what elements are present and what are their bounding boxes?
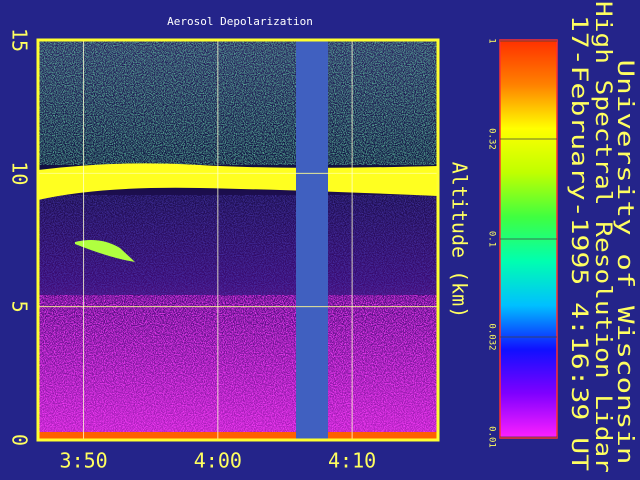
colorbar-tick-label: 0.01 <box>487 426 497 448</box>
x-tick-label: 4:10 <box>328 449 376 473</box>
data-gap <box>296 40 328 440</box>
plot-area <box>38 40 438 440</box>
aerosol-feature <box>75 240 135 262</box>
noise-upper <box>38 40 438 165</box>
y-tick-label: 10 <box>8 161 32 185</box>
info-line: University of Wisconsin <box>612 60 637 465</box>
info-line: High Spectral Resolution Lidar <box>590 1 615 473</box>
y-axis-label: Altitude (km) <box>448 162 472 319</box>
x-tick-label: 4:00 <box>194 449 242 473</box>
y-tick-label: 5 <box>8 301 32 313</box>
colorbar-tick-label: 0.032 <box>487 323 497 350</box>
y-tick-label: 15 <box>8 28 32 52</box>
ground-layer <box>38 432 438 440</box>
colorbar-tick-label: 0.32 <box>487 128 497 150</box>
x-tick-label: 3:50 <box>60 449 108 473</box>
plot-frame <box>36 38 440 442</box>
noise-lower <box>38 295 438 435</box>
colorbar-tick-label: 1 <box>487 38 497 43</box>
colorbar-tick-label: 0.1 <box>487 231 497 247</box>
chart-title: Aerosol Depolarization <box>167 15 313 28</box>
grid <box>38 40 438 440</box>
cloud-layer <box>38 163 438 200</box>
y-tick-label: 0 <box>8 434 32 446</box>
info-line: 17-February-1995 4:16:39 UT <box>566 15 591 471</box>
